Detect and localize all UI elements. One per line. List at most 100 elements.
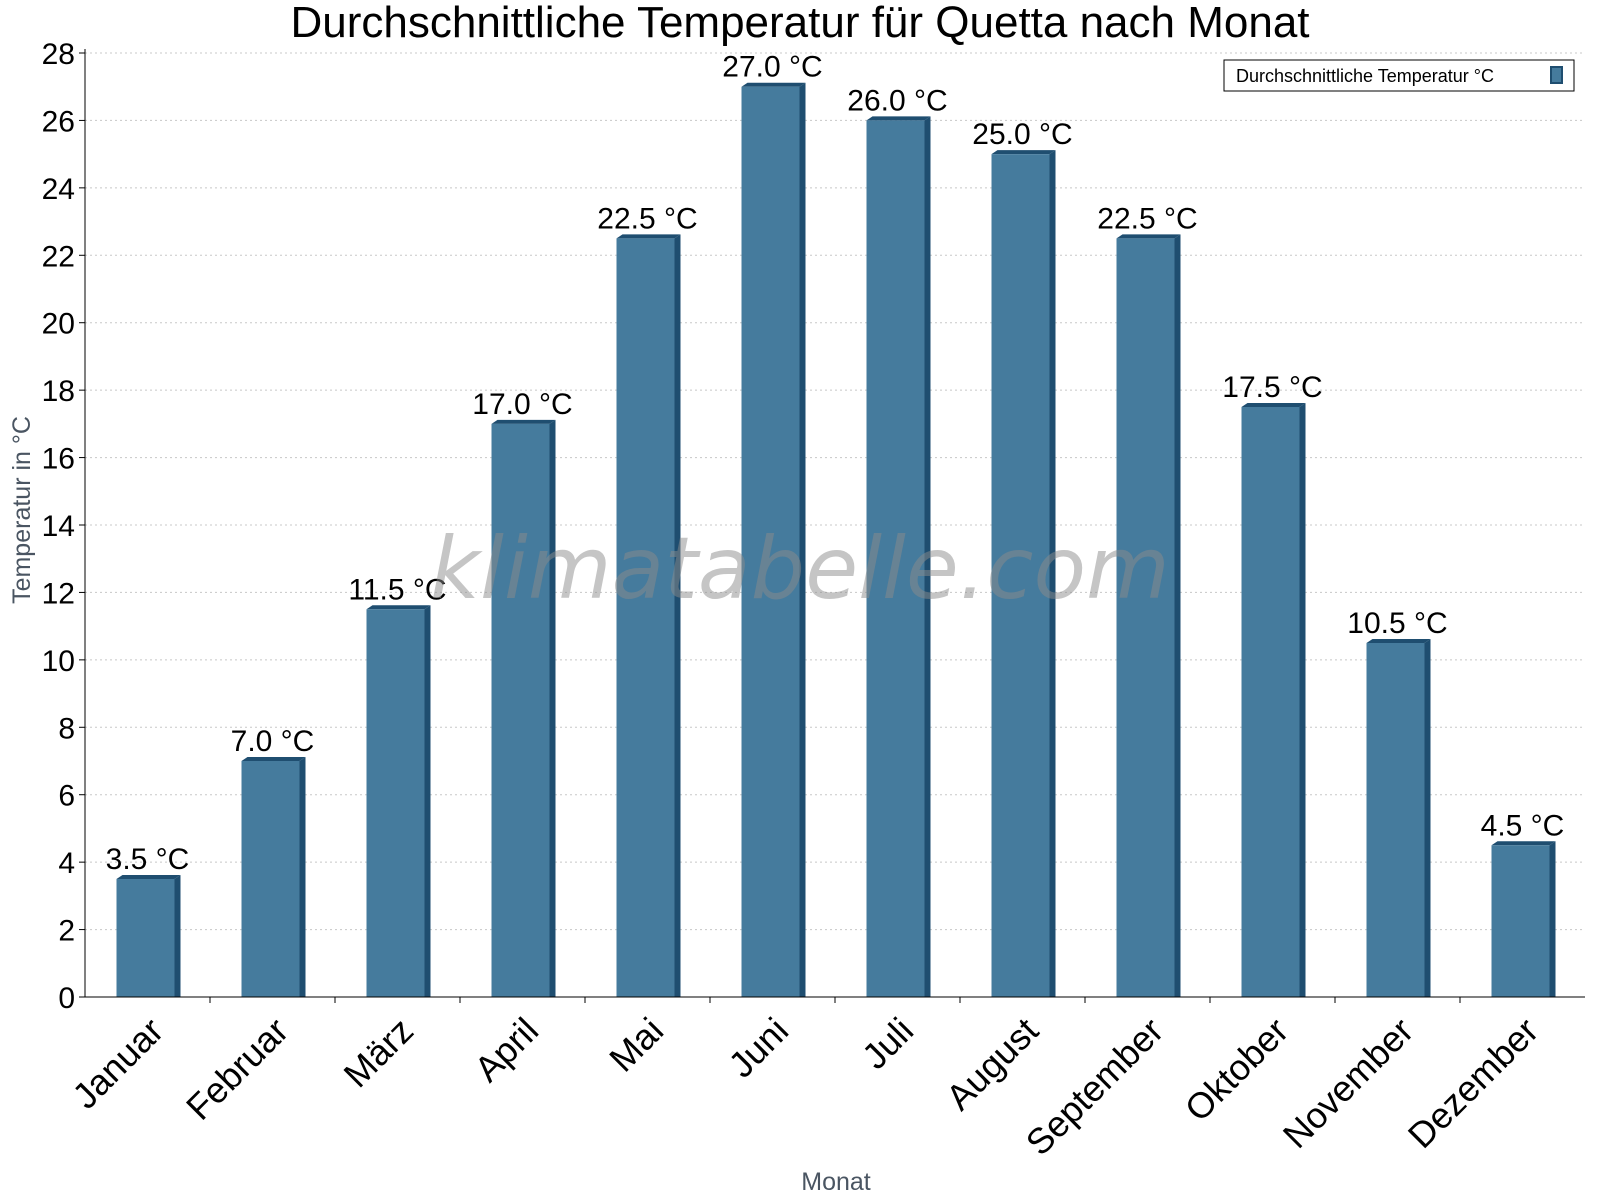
bar-front — [241, 761, 300, 997]
y-tick-label: 0 — [58, 982, 75, 1015]
legend-box — [1223, 59, 1575, 92]
bar-top — [116, 875, 181, 879]
bar-august — [991, 150, 1056, 998]
bar-front — [741, 86, 800, 997]
bar-side — [174, 875, 181, 997]
x-tick-label: Oktober — [1177, 1010, 1297, 1130]
bar-april — [491, 419, 556, 997]
data-label: 17.0 °C — [472, 388, 572, 421]
x-tick-label: April — [466, 1010, 546, 1090]
bar-top — [491, 419, 556, 424]
bar-top — [1241, 403, 1306, 407]
x-tick-label: Mai — [601, 1010, 671, 1080]
bar-februar — [241, 757, 306, 997]
legend-swatch — [1550, 66, 1563, 84]
y-tick-label: 22 — [42, 240, 75, 273]
bar-front — [116, 879, 175, 997]
y-tick-label: 18 — [42, 375, 75, 408]
x-tick-label: Juli — [854, 1010, 921, 1077]
x-tick-label: Dezember — [1400, 1010, 1546, 1156]
x-tick-label: November — [1275, 1010, 1421, 1156]
x-tick-label: Januar — [64, 1010, 171, 1117]
y-tick-label: 8 — [58, 712, 75, 745]
data-label: 26.0 °C — [847, 84, 947, 117]
bar-front — [1116, 238, 1175, 997]
bar-front — [1366, 643, 1425, 997]
bar-november — [1366, 639, 1431, 997]
y-tick-label: 24 — [42, 173, 75, 206]
bar-märz — [366, 605, 431, 997]
data-label: 11.5 °C — [348, 573, 446, 606]
data-label: 22.5 °C — [597, 202, 697, 235]
bar-top — [1366, 639, 1431, 643]
gridlines — [85, 52, 1585, 931]
y-tick-label: 20 — [42, 308, 75, 341]
x-ticks: Januar Februar März April Mai Juni Juli AugustS… — [64, 997, 1546, 1163]
y-tick-label: 26 — [42, 105, 75, 138]
x-axis-label: Monat — [801, 1168, 871, 1196]
bar-side — [1174, 234, 1181, 997]
bar-front — [1241, 407, 1300, 997]
y-tick-label: 16 — [42, 443, 75, 476]
bar-side — [549, 419, 556, 997]
x-tick-label: September — [1018, 1010, 1172, 1164]
chart-title: Durchschnittliche Temperatur für Quetta … — [290, 0, 1309, 47]
bar-oktober — [1241, 403, 1306, 997]
bar-front — [491, 423, 550, 997]
x-tick-label: März — [336, 1010, 422, 1096]
data-label: 7.0 °C — [231, 725, 315, 758]
bar-front — [866, 120, 925, 997]
legend: Durchschnittliche Temperatur °C — [1223, 59, 1575, 92]
data-label: 3.5 °C — [106, 843, 190, 876]
bar-side — [1549, 841, 1556, 997]
y-tick-label: 2 — [58, 915, 75, 948]
bar-side — [799, 82, 806, 997]
x-tick-label: August — [938, 1010, 1046, 1118]
y-tick-label: 28 — [42, 38, 75, 71]
data-label: 27.0 °C — [722, 51, 822, 84]
data-label: 10.5 °C — [1347, 607, 1447, 640]
bar-front — [991, 154, 1050, 998]
bar-top — [866, 116, 931, 121]
legend-label: Durchschnittliche Temperatur °C — [1236, 66, 1494, 86]
data-label: 17.5 °C — [1222, 371, 1322, 404]
x-tick-label: Februar — [178, 1010, 296, 1128]
bar-dezember — [1491, 841, 1556, 997]
bar-juli — [866, 116, 931, 997]
y-tick-label: 12 — [42, 577, 75, 610]
x-tick-label: Juni — [720, 1010, 796, 1086]
bar-top — [991, 150, 1056, 155]
bar-side — [1299, 403, 1306, 997]
y-tick-label: 4 — [58, 847, 75, 880]
watermark: klimatabelle.com — [430, 519, 1170, 619]
bar-top — [741, 82, 806, 87]
data-label: 4.5 °C — [1481, 809, 1565, 842]
data-label: 22.5 °C — [1097, 202, 1197, 235]
bar-mai — [616, 234, 681, 997]
bar-top — [366, 605, 431, 610]
data-label: 25.0 °C — [972, 118, 1072, 151]
data-labels: 3.5 °C 7.0 °C 11.5 °C 17.0 °C 22.5 °C 27.0 °C… — [106, 51, 1565, 876]
y-axis-label: Temperatur in °C — [8, 416, 36, 604]
bar-side — [299, 757, 306, 997]
bar-side — [924, 116, 931, 997]
bar-juni — [741, 82, 806, 997]
bar-januar — [116, 875, 181, 997]
bar-side — [674, 234, 681, 997]
bar-front — [366, 609, 425, 997]
bar-top — [1491, 841, 1556, 846]
bar-top — [1116, 234, 1181, 239]
bar-september — [1116, 234, 1181, 997]
bar-side — [1424, 639, 1431, 997]
bar-top — [616, 234, 681, 239]
bar-side — [424, 605, 431, 997]
bar-top — [241, 757, 306, 761]
y-tick-label: 10 — [42, 645, 75, 678]
bars — [116, 82, 1556, 998]
bar-side — [1049, 150, 1056, 998]
bar-front — [1491, 845, 1550, 997]
bar-front — [616, 238, 675, 997]
y-tick-label: 6 — [58, 780, 75, 813]
